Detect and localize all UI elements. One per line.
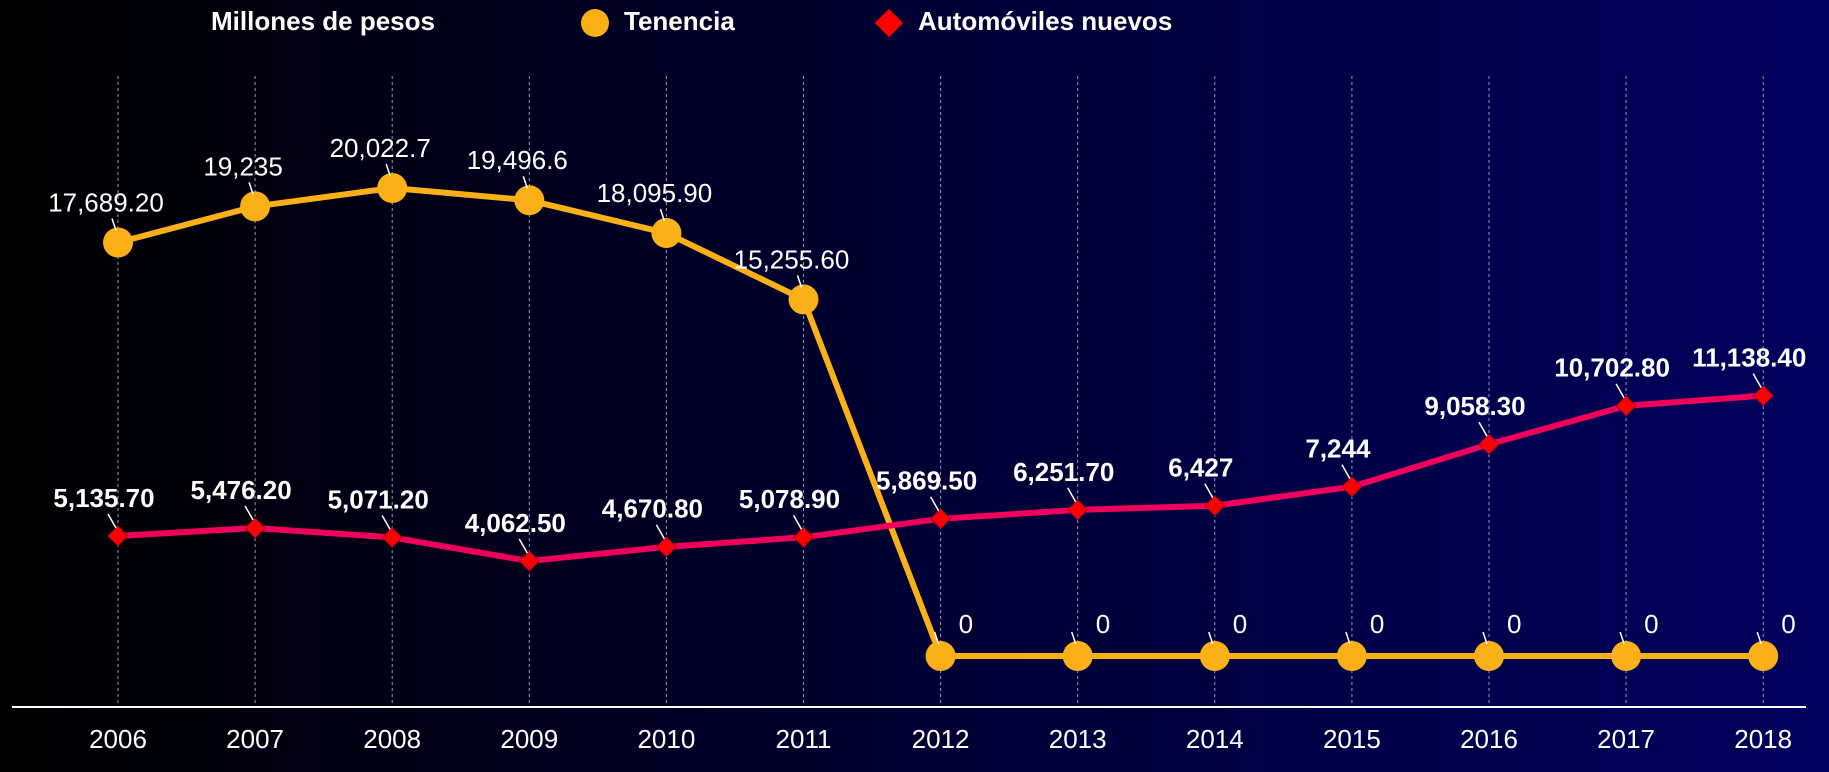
data-label: 18,095.90 bbox=[597, 178, 713, 208]
leader-line bbox=[1208, 631, 1214, 645]
data-point bbox=[1478, 433, 1500, 455]
leader-line bbox=[385, 163, 391, 177]
leader-line bbox=[518, 538, 528, 554]
leader-line bbox=[1341, 464, 1351, 480]
leader-line bbox=[1204, 483, 1214, 499]
data-point bbox=[1199, 641, 1230, 671]
data-point bbox=[1615, 395, 1637, 417]
leader-line bbox=[1482, 631, 1488, 645]
legend-label: Tenencia bbox=[624, 6, 735, 36]
leader-line bbox=[107, 513, 117, 529]
data-point bbox=[107, 525, 129, 547]
data-label: 0 bbox=[1370, 609, 1384, 639]
leader-line bbox=[1070, 631, 1077, 645]
x-tick-label: 2011 bbox=[776, 724, 832, 754]
x-tick-label: 2008 bbox=[363, 724, 421, 754]
leader-line bbox=[1615, 383, 1625, 399]
data-point bbox=[1341, 476, 1363, 498]
data-label: 20,022.7 bbox=[330, 133, 431, 163]
data-point bbox=[244, 517, 266, 539]
data-label: 0 bbox=[1781, 609, 1795, 639]
data-label: 0 bbox=[959, 609, 973, 639]
leader-line bbox=[1067, 487, 1077, 503]
data-point bbox=[655, 536, 678, 558]
leader-line bbox=[792, 514, 803, 530]
data-label: 5,071.20 bbox=[328, 484, 429, 514]
data-point bbox=[792, 526, 815, 548]
x-tick-label: 2009 bbox=[500, 724, 558, 754]
x-tick-label: 2015 bbox=[1323, 724, 1381, 754]
data-label: 6,251.70 bbox=[1013, 457, 1114, 487]
data-label: 5,135.70 bbox=[53, 483, 154, 513]
data-point bbox=[1067, 499, 1089, 521]
x-tick-label: 2014 bbox=[1186, 724, 1244, 754]
leader-line bbox=[1756, 631, 1762, 645]
data-label: 7,244 bbox=[1305, 434, 1371, 464]
data-label: 0 bbox=[1233, 609, 1247, 639]
y-label: Millones de pesos bbox=[211, 6, 435, 36]
x-tick-label: 2013 bbox=[1049, 724, 1107, 754]
leader-line bbox=[929, 496, 940, 512]
data-point bbox=[377, 173, 408, 203]
data-label: 15,255.60 bbox=[734, 244, 850, 274]
leader-line bbox=[1345, 631, 1351, 645]
x-tick-label: 2007 bbox=[226, 724, 284, 754]
leader-line bbox=[522, 176, 529, 189]
legend-marker bbox=[581, 9, 609, 37]
data-label: 19,235 bbox=[203, 151, 283, 181]
x-tick-label: 2017 bbox=[1597, 724, 1655, 754]
data-point bbox=[381, 526, 403, 549]
x-tick-label: 2016 bbox=[1460, 724, 1518, 754]
data-label: 5,078.90 bbox=[739, 484, 840, 514]
x-tick-label: 2018 bbox=[1734, 724, 1792, 754]
data-point bbox=[925, 641, 956, 671]
data-point bbox=[788, 284, 819, 315]
x-tick-label: 2012 bbox=[912, 724, 970, 754]
data-label: 11,138.40 bbox=[1692, 343, 1806, 373]
data-point bbox=[929, 508, 952, 530]
leader-line bbox=[111, 218, 117, 231]
leader-line bbox=[248, 182, 254, 195]
x-tick-label: 2010 bbox=[637, 724, 695, 754]
data-point bbox=[240, 191, 271, 222]
data-label: 5,476.20 bbox=[190, 475, 291, 505]
legend-label: Automóviles nuevos bbox=[918, 6, 1172, 36]
data-point bbox=[1336, 641, 1367, 671]
data-label: 0 bbox=[1644, 609, 1658, 639]
leader-line bbox=[796, 275, 803, 288]
leader-line bbox=[1478, 421, 1488, 437]
data-point bbox=[1748, 641, 1779, 671]
data-point bbox=[1204, 495, 1226, 517]
leader-line bbox=[1619, 631, 1625, 645]
data-label: 6,427 bbox=[1168, 453, 1233, 483]
leader-line bbox=[381, 515, 391, 530]
data-point bbox=[103, 227, 133, 258]
data-label: 4,062.50 bbox=[465, 508, 566, 538]
data-point bbox=[518, 550, 540, 572]
data-point bbox=[651, 218, 682, 249]
data-point bbox=[1611, 641, 1642, 671]
data-label: 10,702.80 bbox=[1554, 353, 1670, 383]
leader-line bbox=[659, 208, 666, 222]
data-point bbox=[1752, 385, 1774, 407]
legend-marker bbox=[874, 8, 904, 38]
x-tick-label: 2006 bbox=[89, 724, 147, 754]
data-label: 0 bbox=[1096, 609, 1110, 639]
leader-line bbox=[1752, 373, 1762, 389]
data-point bbox=[1062, 641, 1093, 671]
data-label: 9,058.30 bbox=[1424, 391, 1525, 421]
data-point bbox=[1474, 641, 1504, 671]
leader-line bbox=[933, 631, 940, 645]
data-point bbox=[514, 185, 545, 216]
leader-line bbox=[244, 505, 254, 521]
data-label: 0 bbox=[1507, 609, 1521, 639]
data-label: 19,496.6 bbox=[467, 145, 568, 175]
data-label: 5,869.50 bbox=[876, 466, 977, 496]
data-label: 17,689.20 bbox=[48, 187, 164, 217]
leader-line bbox=[655, 524, 666, 540]
data-label: 4,670.80 bbox=[602, 494, 703, 524]
